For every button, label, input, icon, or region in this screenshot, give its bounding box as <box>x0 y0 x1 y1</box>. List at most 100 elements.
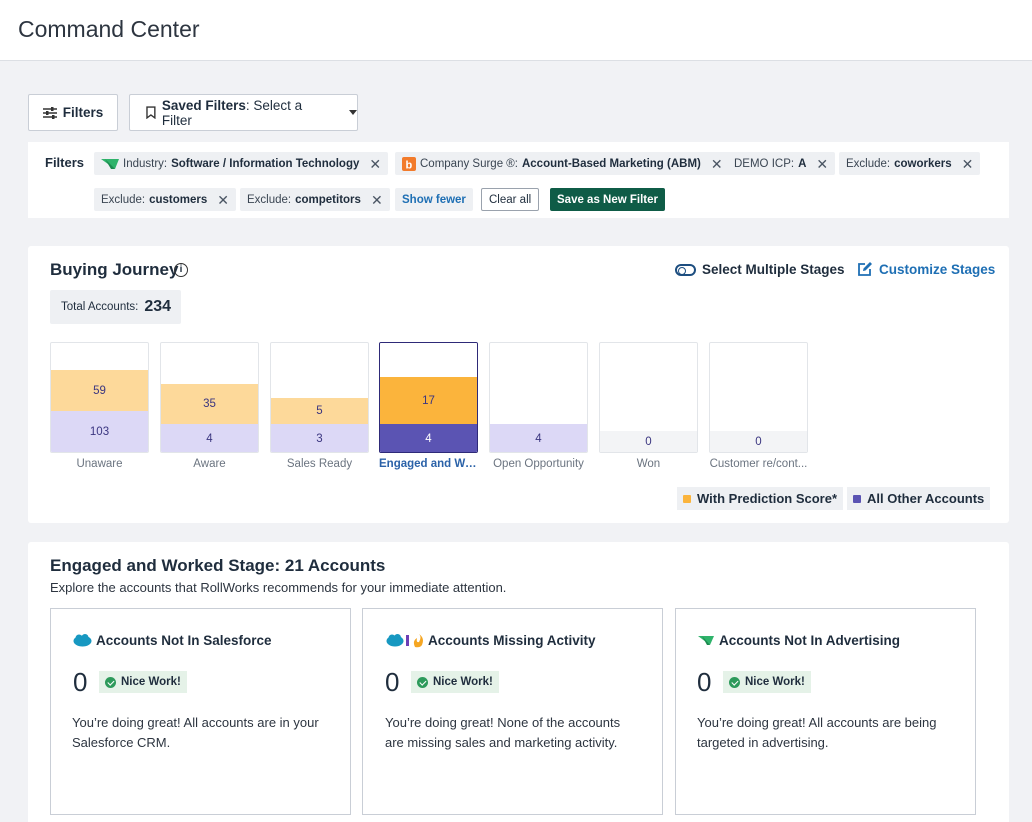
engaged-stage-subtitle: Explore the accounts that RollWorks reco… <box>50 580 507 595</box>
stage-prediction-segment: 35 <box>161 384 258 424</box>
filter-chip-value: coworkers <box>894 157 952 170</box>
close-icon[interactable]: ✕ <box>816 155 829 172</box>
filter-chip-prefix: Industry: <box>123 157 168 170</box>
close-icon[interactable]: ✕ <box>217 191 230 208</box>
saved-filters-text: Saved Filters: Select a Filter <box>162 98 333 128</box>
filter-chip-value: competitors <box>295 193 361 206</box>
top-bar: Command Center <box>0 0 1032 61</box>
nice-work-badge: Nice Work! <box>723 671 811 693</box>
recommendation-card-title: Accounts Not In Salesforce <box>96 633 272 648</box>
filter-chip-demo-icp[interactable]: DEMO ICP: A ✕ <box>727 152 836 175</box>
chevron-down-icon <box>349 110 357 115</box>
stage-other-segment: 4 <box>490 424 587 452</box>
stage-label: Won <box>636 458 661 470</box>
legend-all-other-accounts: All Other Accounts <box>847 487 991 510</box>
close-icon[interactable]: ✕ <box>369 155 382 172</box>
description-line: Salesforce CRM. <box>72 735 171 750</box>
description-line: You’re doing great! All accounts are in … <box>72 715 319 730</box>
stage-engaged-and-worked[interactable]: 17 4 <box>379 342 478 453</box>
saved-filters-value: : Select a Filter <box>161 97 303 128</box>
legend-label: All Other Accounts <box>867 491 985 506</box>
nice-work-badge: Nice Work! <box>411 671 499 693</box>
stage-label: Unaware <box>76 458 123 470</box>
nice-work-label: Nice Work! <box>745 676 805 688</box>
stage-prediction-segment: 5 <box>271 398 368 424</box>
description-line: targeted in advertising. <box>697 735 829 750</box>
recommendation-card-count: 0 <box>73 667 88 697</box>
show-fewer-button[interactable]: Show fewer <box>395 188 473 211</box>
close-icon[interactable]: ✕ <box>370 191 383 208</box>
filter-chip-exclude-competitors[interactable]: Exclude: competitors ✕ <box>240 188 390 211</box>
stage-other-segment: 103 <box>51 411 148 452</box>
stage-label: Open Opportunity <box>493 458 584 470</box>
filter-chip-value: A <box>798 157 807 170</box>
stage-prediction-segment: 59 <box>51 370 148 411</box>
recommendation-card-count: 0 <box>697 667 712 697</box>
filter-chip-exclude-coworkers[interactable]: Exclude: coworkers ✕ <box>839 152 981 175</box>
stage-customer-recontract[interactable]: 0 <box>709 342 808 453</box>
recommendation-card-not-in-advertising[interactable]: Accounts Not In Advertising 0 Nice Work!… <box>675 608 976 815</box>
svg-text:b: b <box>406 159 413 171</box>
bookmark-icon <box>146 106 156 119</box>
filters-button[interactable]: Filters <box>28 94 118 131</box>
filter-chip-value: customers <box>149 193 208 206</box>
select-multiple-stages-toggle[interactable]: Select Multiple Stages <box>702 262 845 277</box>
filter-chip-exclude-customers[interactable]: Exclude: customers ✕ <box>94 188 237 211</box>
stage-other-segment: 0 <box>600 431 697 452</box>
saved-filters-dropdown[interactable]: Saved Filters: Select a Filter <box>129 94 358 131</box>
description-line: You’re doing great! None of the accounts <box>385 715 621 730</box>
activity-icon <box>386 634 423 648</box>
customize-stages-link[interactable]: Customize Stages <box>879 262 996 277</box>
filter-chip-industry[interactable]: Industry: Software / Information Technol… <box>94 152 389 175</box>
stage-other-segment: 0 <box>710 431 807 452</box>
legend-swatch <box>683 494 691 503</box>
check-circle-icon <box>417 676 428 688</box>
filter-chip-prefix: DEMO ICP: <box>734 157 795 170</box>
engaged-stage-title: Engaged and Worked Stage: 21 Accounts <box>50 556 386 575</box>
check-circle-icon <box>729 676 740 688</box>
stage-other-segment: 3 <box>271 424 368 452</box>
recommendation-card-not-in-salesforce[interactable]: Accounts Not In Salesforce 0 Nice Work! … <box>50 608 351 815</box>
legend-swatch <box>853 494 861 503</box>
close-icon[interactable]: ✕ <box>961 155 974 172</box>
recommendation-card-title: Accounts Not In Advertising <box>719 633 901 648</box>
save-new-filter-button[interactable]: Save as New Filter <box>550 188 665 211</box>
stage-other-segment: 4 <box>161 424 258 452</box>
stage-aware[interactable]: 35 4 <box>160 342 259 453</box>
description-line: You’re doing great! All accounts are bei… <box>697 715 937 730</box>
stage-other-segment: 4 <box>380 424 477 452</box>
filter-chip-prefix: Exclude: <box>846 157 891 170</box>
filter-chip-prefix: Company Surge ®: <box>420 157 518 170</box>
close-icon[interactable]: ✕ <box>710 155 723 172</box>
nice-work-badge: Nice Work! <box>99 671 187 693</box>
recommendation-card-title: Accounts Missing Activity <box>428 633 596 648</box>
edit-icon[interactable] <box>857 261 873 277</box>
rollworks-logo-icon <box>101 158 119 169</box>
total-accounts-box: Total Accounts: 234 <box>50 290 181 324</box>
stage-prediction-segment: 17 <box>380 377 477 424</box>
legend-prediction-score: With Prediction Score* <box>677 487 844 510</box>
stage-sales-ready[interactable]: 5 3 <box>270 342 369 453</box>
total-accounts-value: 234 <box>144 298 172 315</box>
total-accounts-label: Total Accounts: <box>61 301 139 313</box>
buying-journey-title: Buying Journey <box>50 260 179 279</box>
description-line: are missing sales and marketing activity… <box>385 735 618 750</box>
nice-work-label: Nice Work! <box>121 676 181 688</box>
recommendation-card-description: You’re doing great! None of the accounts… <box>385 713 620 753</box>
recommendation-card-description: You’re doing great! All accounts are in … <box>72 713 319 753</box>
page-title: Command Center <box>18 16 200 42</box>
recommendation-card-missing-activity[interactable]: Accounts Missing Activity 0 Nice Work! Y… <box>362 608 663 815</box>
info-icon[interactable]: i <box>174 263 188 277</box>
recommendation-card-count: 0 <box>385 667 400 697</box>
check-circle-icon <box>105 676 116 688</box>
filter-chip-company-surge[interactable]: b Company Surge ®: Account-Based Marketi… <box>395 152 730 175</box>
nice-work-label: Nice Work! <box>433 676 493 688</box>
stage-label: Aware <box>193 458 226 470</box>
stage-won[interactable]: 0 <box>599 342 698 453</box>
stage-unaware[interactable]: 59 103 <box>50 342 149 453</box>
filter-chip-value: Software / Information Technology <box>171 157 360 170</box>
clear-all-button[interactable]: Clear all <box>481 188 540 211</box>
toggle-icon[interactable] <box>675 264 696 276</box>
stage-open-opportunity[interactable]: 4 <box>489 342 588 453</box>
bombora-logo-icon: b <box>402 156 416 171</box>
